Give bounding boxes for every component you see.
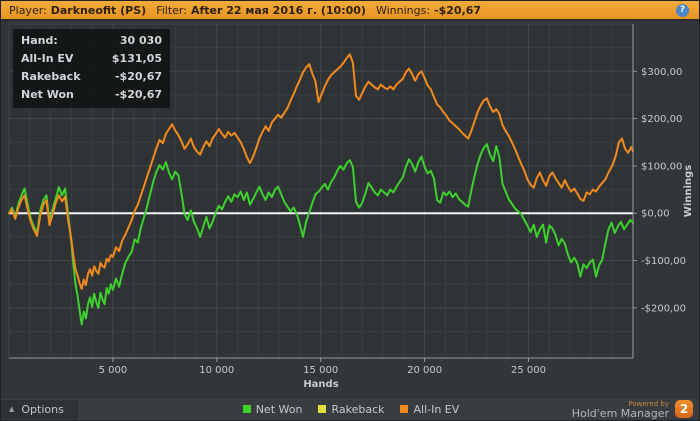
winnings-label: Winnings: [375, 3, 431, 17]
svg-text:-$200,00: -$200,00 [641, 303, 686, 314]
stat-row-allin-ev: All-In EV $131,05 [21, 50, 162, 68]
powered-by-label: Powered by [628, 400, 669, 408]
stat-row-hand: Hand: 30 030 [21, 32, 162, 50]
holdem-manager-branding: Powered by Hold'em Manager 2 [571, 400, 699, 420]
help-icon[interactable]: ? [676, 4, 689, 17]
svg-text:20 000: 20 000 [407, 365, 442, 376]
legend-label: Net Won [255, 402, 303, 416]
svg-text:25 000: 25 000 [511, 365, 546, 376]
net-won-swatch-icon [242, 405, 251, 413]
legend-item-net-won[interactable]: Net Won [242, 402, 303, 416]
player-label: Player: [9, 3, 47, 17]
stat-label: Net Won [21, 88, 74, 101]
chart-legend: Net Won Rakeback All-In EV [1, 402, 699, 416]
winnings-value: -$20,67 [434, 3, 482, 17]
player-value: Darkneofit (PS) [50, 3, 147, 17]
stat-label: All-In EV [21, 52, 74, 65]
legend-label: All-In EV [413, 402, 460, 416]
options-button-label: Options [21, 402, 64, 416]
caret-up-icon: ▲ [9, 405, 15, 413]
all-in-ev-swatch-icon [400, 405, 409, 413]
svg-text:5 000: 5 000 [99, 365, 128, 376]
filter-label: Filter: [156, 3, 187, 17]
svg-text:$100,00: $100,00 [641, 161, 682, 172]
stat-value: 30 030 [119, 34, 162, 47]
stat-value: $131,05 [111, 52, 162, 65]
svg-text:$0,00: $0,00 [641, 209, 670, 220]
svg-text:Winnings: Winnings [683, 165, 694, 217]
brand-name: Hold'em Manager [571, 407, 669, 420]
legend-item-all-in-ev[interactable]: All-In EV [400, 403, 459, 416]
bottom-bar: ▲ Options Net Won Rakeback All-In EV Pow… [1, 397, 699, 420]
stat-label: Hand: [21, 34, 58, 47]
brand-text: Powered by Hold'em Manager [571, 400, 669, 420]
svg-text:$300,00: $300,00 [641, 67, 682, 78]
stat-row-net-won: Net Won -$20,67 [21, 86, 162, 104]
options-button[interactable]: ▲ Options [1, 399, 78, 419]
svg-text:Hands: Hands [303, 379, 338, 390]
svg-text:$200,00: $200,00 [641, 114, 682, 125]
svg-text:10 000: 10 000 [199, 365, 234, 376]
legend-item-rakeback[interactable]: Rakeback [318, 403, 384, 416]
stat-row-rakeback: Rakeback -$20,67 [21, 68, 162, 86]
rakeback-swatch-icon [318, 405, 327, 413]
stats-info-box: Hand: 30 030 All-In EV $131,05 Rakeback … [13, 29, 170, 108]
svg-text:-$100,00: -$100,00 [641, 256, 686, 267]
svg-text:15 000: 15 000 [303, 365, 338, 376]
stat-value: -$20,67 [114, 70, 162, 83]
stat-value: -$20,67 [114, 88, 162, 101]
title-bar: Player: Darkneofit (PS) Filter: After 22… [1, 1, 699, 21]
hm2-logo-icon: 2 [675, 400, 693, 418]
stat-label: Rakeback [21, 70, 81, 83]
filter-value: After 22 мая 2016 г. (10:00) [190, 3, 366, 17]
legend-label: Rakeback [331, 402, 385, 416]
